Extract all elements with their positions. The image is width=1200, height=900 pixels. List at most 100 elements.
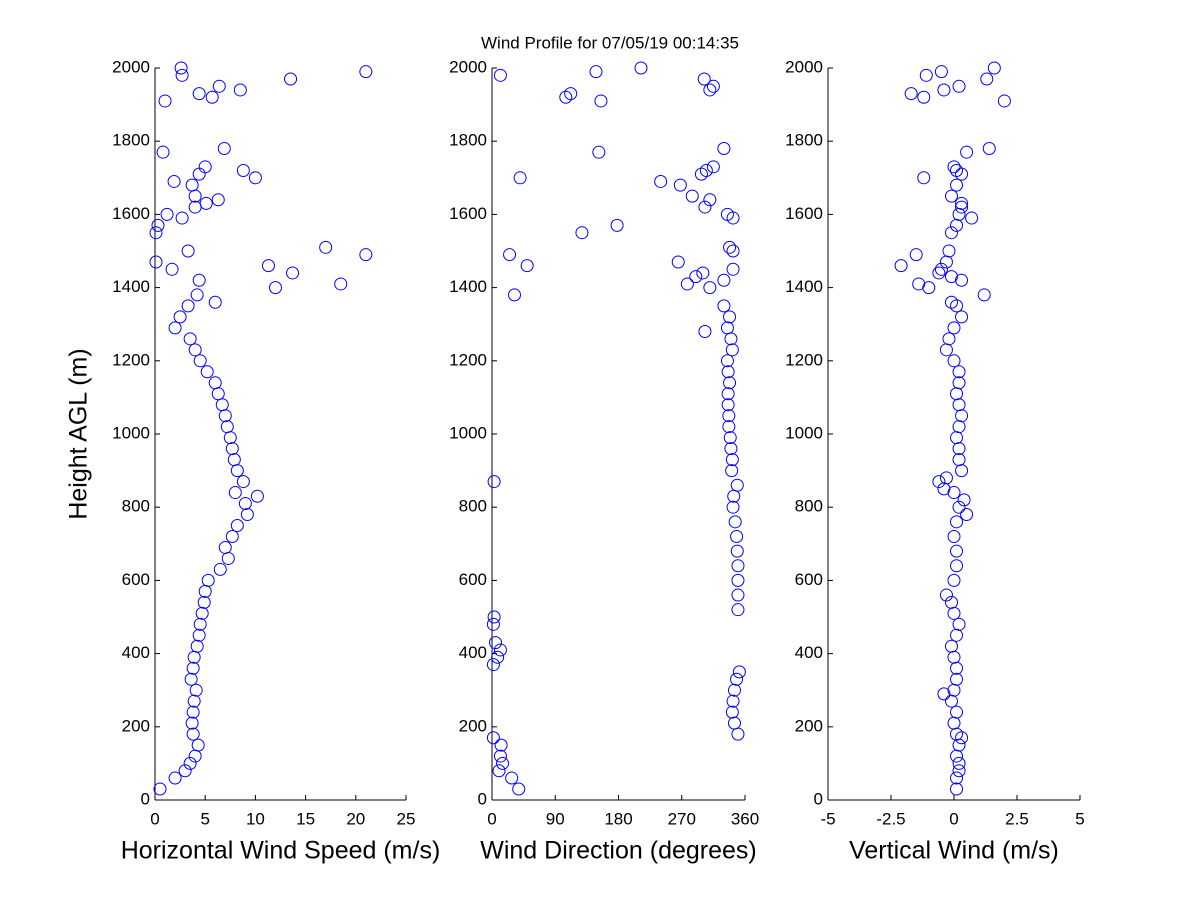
data-point [334,277,348,291]
data-point [227,453,241,467]
data-point [706,160,720,174]
data-point [952,420,966,434]
data-point [731,559,745,573]
data-point [965,211,979,225]
data-point [980,72,994,86]
data-point [520,259,534,273]
data-point [950,178,964,192]
data-point [175,68,189,82]
y-tick-label: 600 [459,570,487,589]
data-point [685,189,699,203]
y-tick-label: 1000 [785,423,823,442]
data-point [238,497,252,511]
data-point [493,749,507,763]
data-point [225,529,239,543]
data-point [731,573,745,587]
data-point [189,683,203,697]
data-point [505,771,519,785]
data-point [727,489,741,503]
data-point [937,687,951,701]
data-point [186,727,200,741]
data-point [592,145,606,159]
data-point [193,354,207,368]
data-point [487,610,501,624]
data-point [932,266,946,280]
x-tick-label: 2.5 [1005,809,1029,828]
data-point [491,650,505,664]
y-tick-label: 1800 [449,131,487,150]
y-tick-label: 800 [122,497,150,516]
data-point [698,200,712,214]
data-point [654,174,668,188]
data-point [730,529,744,543]
data-point [952,764,966,778]
data-point [952,453,966,467]
data-point [950,661,964,675]
y-tick-label: 0 [141,789,150,808]
data-point [198,584,212,598]
data-point [486,658,500,672]
data-point [671,255,685,269]
data-point [158,94,172,108]
data-point [513,171,527,185]
data-point [724,442,738,456]
data-point [720,207,734,221]
data-point [950,705,964,719]
data-point [217,142,231,156]
data-point [228,486,242,500]
data-point [168,771,182,785]
x-axis-label: Wind Direction (degrees) [480,837,757,865]
data-point [223,431,237,445]
x-tick-label: -5 [820,809,835,828]
data-point [186,705,200,719]
data-point [160,207,174,221]
data-point [268,281,282,295]
data-point [932,475,946,489]
data-point [149,226,163,240]
data-point [960,508,974,522]
data-point [192,273,206,287]
data-point [230,464,244,478]
data-point [723,310,737,324]
data-point [723,240,737,254]
data-point [947,650,961,664]
y-tick-label: 1400 [112,277,150,296]
data-point [173,310,187,324]
x-tick-label: 90 [546,809,565,828]
x-tick-label: 25 [397,809,416,828]
data-point [721,398,735,412]
data-point [922,281,936,295]
data-point [165,262,179,276]
data-point [725,464,739,478]
data-point [726,500,740,514]
x-tick-label: 0 [949,809,958,828]
x-tick-label: 20 [346,809,365,828]
data-point [723,376,737,390]
x-tick-label: 15 [296,809,315,828]
data-point [199,196,213,210]
data-point [947,486,961,500]
y-tick-label: 800 [459,497,487,516]
data-point [212,79,226,93]
data-point [213,562,227,576]
data-point [721,365,735,379]
data-point [215,398,229,412]
data-point [987,61,1001,75]
y-tick-label: 600 [795,570,823,589]
data-point [218,409,232,423]
x-tick-label: -2.5 [876,809,905,828]
data-point [153,782,167,796]
data-point [187,694,201,708]
data-point [952,500,966,514]
data-point [250,489,264,503]
data-point [167,174,181,188]
data-point [698,325,712,339]
y-tick-label: 1200 [785,350,823,369]
data-point [188,200,202,214]
x-axis-label: Vertical Wind (m/s) [849,837,1059,865]
data-point [950,515,964,529]
data-point [192,167,206,181]
y-tick-label: 1000 [449,423,487,442]
data-point [168,321,182,335]
data-point [696,266,710,280]
